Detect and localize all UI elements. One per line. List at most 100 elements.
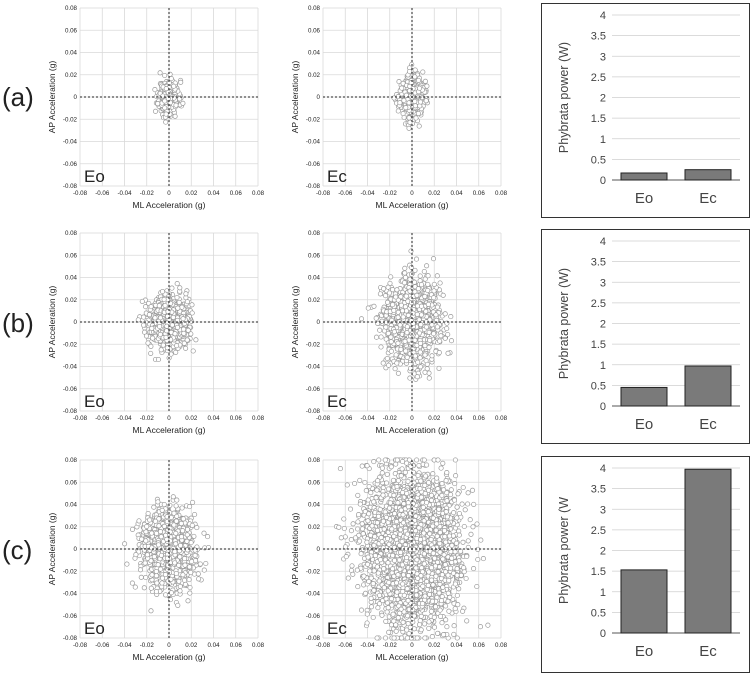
data-point: [415, 110, 421, 117]
data-point: [172, 331, 178, 337]
data-point: [378, 344, 384, 350]
data-point: [182, 562, 188, 568]
x-tick-label: 0.04: [450, 190, 463, 197]
y-tick-label: -0.08: [63, 408, 78, 415]
data-point: [442, 311, 448, 317]
data-point: [189, 302, 195, 308]
y-tick-label: 0.04: [308, 50, 321, 57]
x-tick-label: 0.08: [495, 190, 508, 197]
data-point: [148, 304, 154, 310]
data-point: [163, 334, 169, 340]
data-point: [431, 281, 437, 287]
data-point: [159, 580, 165, 586]
x-tick-label: -0.04: [117, 190, 132, 197]
data-point: [437, 338, 443, 344]
y-tick-label: 0.04: [65, 50, 78, 57]
data-point: [173, 349, 179, 355]
data-point: [177, 542, 184, 549]
data-point: [192, 552, 198, 559]
data-point: [124, 561, 130, 567]
data-point: [139, 536, 145, 542]
data-point: [182, 581, 188, 587]
data-point: [371, 303, 377, 309]
data-point: [373, 334, 380, 340]
data-point: [139, 298, 145, 304]
y-tick-label: -0.02: [306, 341, 321, 348]
y-tick-label: -0.02: [63, 341, 78, 348]
data-point: [155, 562, 161, 568]
data-point: [150, 335, 156, 341]
x-tick-label: 0.02: [185, 415, 198, 422]
y-tick-label: -0.06: [306, 161, 321, 168]
data-point: [403, 105, 409, 111]
data-point: [422, 78, 428, 84]
y-axis-label: AP Acceleration (g): [47, 61, 57, 134]
data-point: [201, 567, 207, 573]
data-point: [161, 501, 167, 508]
data-point: [429, 322, 435, 328]
data-point: [157, 315, 164, 321]
data-point: [194, 525, 200, 531]
data-point: [176, 299, 182, 305]
y-tick-label: 0.04: [65, 502, 78, 509]
data-point: [173, 518, 179, 524]
y-tick-label: 0.08: [308, 5, 321, 12]
data-point: [148, 350, 154, 356]
data-point: [426, 375, 432, 381]
data-point: [175, 602, 181, 608]
data-point: [165, 89, 171, 96]
y-tick-label: 0.08: [308, 230, 321, 237]
data-point: [410, 310, 416, 316]
data-point: [400, 314, 406, 320]
data-point: [412, 98, 418, 105]
scatter-plot: [79, 459, 259, 639]
x-tick-label: -0.02: [140, 642, 155, 649]
y-tick-label: 0.08: [65, 230, 78, 237]
row-label-b: (b): [2, 308, 34, 338]
data-point: [485, 622, 491, 628]
y-tick-label: 0.02: [65, 524, 78, 531]
data-point: [164, 323, 170, 329]
data-point: [438, 333, 444, 339]
data-point: [172, 113, 178, 119]
x-tick-label: 0.08: [495, 415, 508, 422]
y-tick-label: 0: [317, 94, 321, 101]
data-point: [434, 273, 440, 279]
data-point: [184, 532, 190, 538]
row-label-a: (a): [2, 82, 34, 112]
y-tick-label: -0.04: [63, 364, 78, 371]
data-point: [173, 530, 179, 536]
x-axis-label: ML Acceleration (g): [133, 200, 206, 210]
data-point: [143, 574, 149, 581]
data-point: [429, 634, 435, 640]
data-point: [417, 99, 424, 105]
scatter-plot: [322, 457, 502, 641]
data-point: [187, 504, 193, 510]
data-point: [379, 318, 385, 324]
data-point: [162, 572, 168, 578]
data-point: [164, 328, 170, 334]
data-point: [425, 273, 431, 279]
data-point: [132, 584, 138, 590]
data-point: [426, 329, 432, 335]
data-point: [185, 327, 191, 333]
data-point: [388, 334, 394, 340]
data-point: [180, 572, 186, 578]
data-point: [152, 87, 158, 93]
data-point: [177, 583, 183, 590]
data-point: [133, 552, 139, 558]
row-label-c: (c): [2, 535, 33, 565]
bar-panel-c: [541, 456, 750, 673]
data-point: [431, 331, 437, 337]
data-point: [153, 573, 159, 579]
data-point: [398, 302, 404, 308]
data-point: [168, 351, 174, 357]
data-point: [412, 74, 418, 80]
x-axis-label: ML Acceleration (g): [133, 425, 206, 435]
data-point: [437, 280, 443, 286]
data-point: [383, 324, 389, 330]
data-point: [174, 294, 180, 301]
data-point: [388, 274, 394, 280]
data-point: [144, 552, 150, 558]
